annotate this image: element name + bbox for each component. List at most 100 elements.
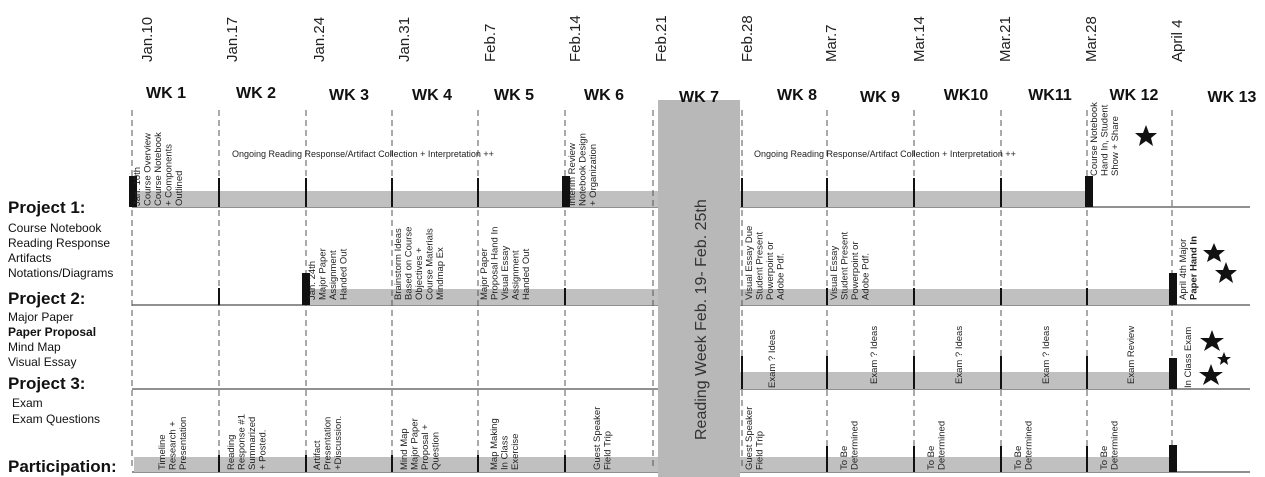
- cell-text-r2_w9-line-1: Visual Essay: [829, 246, 840, 300]
- star-icon: [1199, 364, 1223, 385]
- cell-text-r4_w9-line-2: Determined: [850, 421, 861, 470]
- cell-text-r4_w3-line-1: Artifact: [312, 440, 323, 470]
- cell-text-r2_w5-line-2: Proposal Hand In: [490, 227, 501, 300]
- cell-text-r3_w12-line-1: Exam Review: [1126, 326, 1137, 384]
- cell-text-r1_w6-line-1: Interim Review: [567, 143, 578, 206]
- cell-text-r4_w5-line-1: Map Making: [489, 418, 500, 470]
- date-wk12: Mar.28: [1083, 16, 1100, 62]
- cell-text-r2_w9-line-4: Adobe Pdf.: [861, 253, 872, 300]
- week-label-2: WK 2: [236, 85, 276, 102]
- date-wk3: Jan.24: [311, 17, 328, 62]
- project3-title: Project 3:: [8, 374, 85, 393]
- cell-text-r4_w11-line-2: Determined: [1024, 421, 1035, 470]
- date-wk11: Mar.21: [997, 16, 1014, 62]
- cell-text-r1_w1-line-5: Outlined: [174, 171, 185, 206]
- stars: [1135, 125, 1237, 385]
- cell-text-r1_w12-line-1: Course Notebook: [1089, 102, 1100, 176]
- project3-item-2: Exam Questions: [12, 412, 100, 426]
- week-label-4: WK 4: [412, 87, 452, 104]
- cell-text-r3_w10-line-1: Exam ? Ideas: [954, 326, 965, 384]
- cell-text-r4_w2-line-2: Response #1: [237, 414, 248, 470]
- cell-text-r1_w1-line-2: Course Overview: [143, 133, 154, 206]
- cell-text-r3_w9-line-1: Exam ? Ideas: [869, 326, 880, 384]
- cell-text-r2_w8-line-1: Visual Essay Due: [744, 226, 755, 300]
- cell-text-r3_w13-line-1: In Class Exam: [1183, 327, 1194, 388]
- cell-text-r2_w4-line-3: Objectives +: [414, 247, 425, 300]
- cell-text-r4_w2-line-4: + Posted.: [258, 430, 269, 470]
- milestone-markers: [129, 176, 1177, 472]
- week-label-6: WK 6: [584, 87, 624, 104]
- cell-text-r4_w1-line-3: Presentation: [178, 417, 189, 470]
- date-wk9: Mar.7: [823, 24, 840, 62]
- week-label-11: WK11: [1028, 87, 1072, 104]
- cell-text-r4_w1-line-2: Research +: [168, 421, 179, 470]
- cell-text-r1_w1-line-3: Course Notebook: [153, 132, 164, 206]
- cell-text-r2_w3-line-3: Assignment: [328, 250, 339, 300]
- cell-text-r2_w8-line-4: Adobe Pdf.: [776, 253, 787, 300]
- cell-text-r1_w6-line-3: + Organization: [588, 144, 599, 206]
- row-ticks: [218, 178, 1088, 472]
- project-labels: Project 1: Course Notebook Reading Respo…: [8, 198, 117, 476]
- cell-text-r3_w8-line-1: Exam ? Ideas: [767, 330, 778, 388]
- star-icon: [1215, 262, 1237, 283]
- cell-text-r2_w4-line-2: Based on Course: [404, 227, 415, 300]
- date-wk2: Jan.17: [224, 17, 241, 62]
- cell-text-r4_w8-line-2: Field Trip: [755, 431, 766, 470]
- cell-text-r4_w10-line-1: To Be: [926, 446, 937, 470]
- cell-text-r2_w5-line-5: Handed Out: [521, 248, 532, 300]
- cell-text-r4_w4-line-1: Mind Map: [399, 428, 410, 470]
- date-wk4: Jan.31: [396, 17, 413, 62]
- cell-text-r2_w13-line-2: Paper Hand In: [1189, 236, 1200, 300]
- cell-text-r1_w12-line-3: Show + Share: [1110, 116, 1121, 176]
- date-wk13: April 4: [1169, 19, 1186, 62]
- cell-text-r2_w3-line-2: Major Paper: [318, 248, 329, 300]
- project2-item-1: Major Paper: [8, 310, 73, 324]
- project1-item-1: Course Notebook: [8, 221, 102, 235]
- cell-text-r4_w1-line-1: Timeline: [157, 434, 168, 470]
- project3-item-1: Exam: [12, 396, 43, 410]
- cell-text-r2_w9-line-2: Student Present: [840, 232, 851, 300]
- date-wk6: Feb.14: [567, 15, 584, 62]
- cell-text-r2_w5-line-4: Assignment: [511, 250, 522, 300]
- participation-title: Participation:: [8, 457, 117, 476]
- cell-text-r4_w12-line-1: To Be: [1099, 446, 1110, 470]
- week-label-3: WK 3: [329, 87, 369, 104]
- reading-week-block: [658, 100, 740, 477]
- week-label-10: WK10: [944, 87, 989, 104]
- cell-text-r4_w2-line-3: Summarized: [247, 417, 258, 470]
- project1-title: Project 1:: [8, 198, 85, 217]
- cell-text-r4_w11-line-1: To Be: [1013, 446, 1024, 470]
- date-wk5: Feb.7: [482, 24, 499, 62]
- project1-item-4: Notations/Diagrams: [8, 266, 113, 280]
- date-wk1: Jan.10: [139, 17, 156, 62]
- project2-item-2: Paper Proposal: [8, 325, 96, 339]
- cell-text-r4_w12-line-2: Determined: [1110, 421, 1121, 470]
- cell-text-r2_w3-line-1: Jan. 24th: [307, 261, 318, 300]
- cell-text-r4_w4-line-3: Proposal +: [420, 424, 431, 470]
- cell-text-r2_w4-line-1: Brainstorm Ideas: [393, 228, 404, 300]
- week-label-7: WK 7: [679, 89, 719, 106]
- ongoing-label-1: Ongoing Reading Response/Artifact Collec…: [232, 149, 494, 159]
- cell-text-r4_w6-line-2: Field Trip: [603, 431, 614, 470]
- week-row: WK 1 WK 2 WK 3 WK 4 WK 5 WK 6 WK 7 WK 8 …: [146, 85, 1257, 106]
- schedule-cells: Jan. 10th Course Overview Course Notebook +…: [132, 102, 1200, 470]
- star-icon: [1200, 330, 1224, 351]
- cell-text-r1_w12-line-2: Hand In, Student: [1100, 104, 1111, 176]
- cell-text-r1_w1-line-4: + Components: [164, 144, 175, 206]
- project2-item-4: Visual Essay: [8, 355, 76, 369]
- week-label-12: WK 12: [1110, 87, 1159, 104]
- date-row: Jan.10 Jan.17 Jan.24 Jan.31 Feb.7 Feb.14…: [139, 15, 1186, 62]
- ongoing-label-2: Ongoing Reading Response/Artifact Collec…: [754, 149, 1016, 159]
- project1-item-2: Reading Response: [8, 236, 110, 250]
- cell-text-r2_w9-line-3: Powerpoint or: [850, 241, 861, 300]
- star-icon: [1203, 243, 1225, 262]
- cell-text-r4_w8-line-1: Guest Speaker: [744, 407, 755, 470]
- cell-text-r4_w6-line-1: Guest Speaker: [592, 407, 603, 470]
- reading-week-label: Reading Week Feb. 19- Feb. 25th: [693, 199, 710, 440]
- date-wk8: Feb.28: [739, 15, 756, 62]
- star-icon: [1217, 352, 1231, 365]
- cell-text-r4_w5-line-3: Exercise: [510, 434, 521, 470]
- week-label-13: WK 13: [1208, 89, 1257, 106]
